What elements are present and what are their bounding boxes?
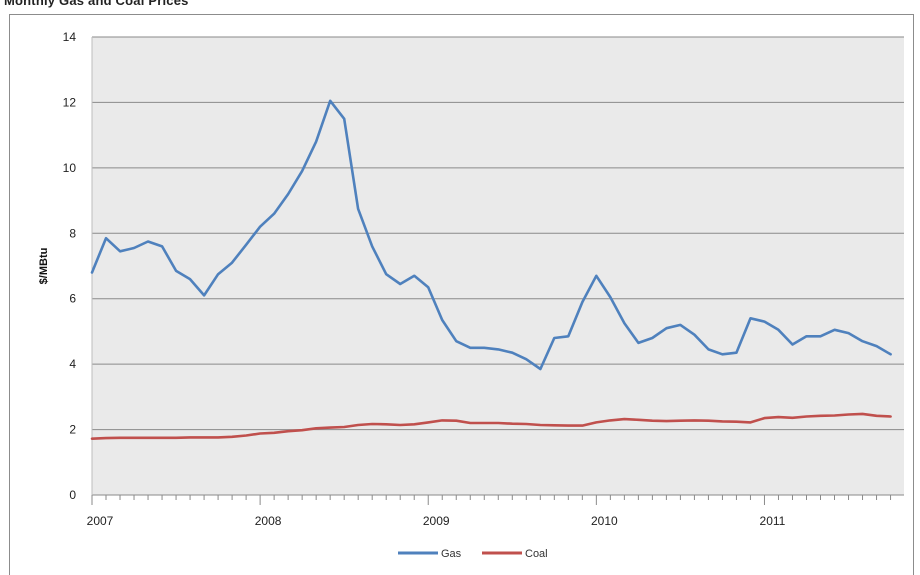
x-tick-label: 2008 xyxy=(255,514,282,528)
gridlines xyxy=(92,36,904,431)
x-tick-label: 2011 xyxy=(760,514,786,528)
legend-label-coal: Coal xyxy=(525,548,548,560)
x-tick-label: 2010 xyxy=(591,514,618,528)
series-lines xyxy=(90,99,892,440)
series-line-coal xyxy=(90,412,892,440)
chart-title: Monthly Gas and Coal Prices xyxy=(4,0,189,8)
y-tick-label: 12 xyxy=(63,95,77,109)
legend: Gas Coal xyxy=(398,548,548,560)
y-tick-label: 10 xyxy=(63,161,77,175)
legend-label-gas: Gas xyxy=(441,548,462,560)
y-tick-label: 0 xyxy=(69,488,76,502)
y-tick-labels: 0 2 4 6 8 10 12 14 xyxy=(63,30,77,502)
x-tick-label: 2009 xyxy=(423,514,450,528)
y-tick-label: 4 xyxy=(69,357,76,371)
y-tick-label: 14 xyxy=(63,30,77,44)
plot-area xyxy=(92,37,904,495)
x-tick-label: 2007 xyxy=(87,514,114,528)
y-tick-label: 8 xyxy=(69,226,76,240)
x-axis: 2007 2008 2009 2010 2011 xyxy=(87,37,904,528)
y-axis-title: $/MBtu xyxy=(38,248,50,285)
y-tick-label: 2 xyxy=(69,423,76,437)
series-line-gas xyxy=(90,99,892,371)
y-tick-label: 6 xyxy=(69,292,76,306)
